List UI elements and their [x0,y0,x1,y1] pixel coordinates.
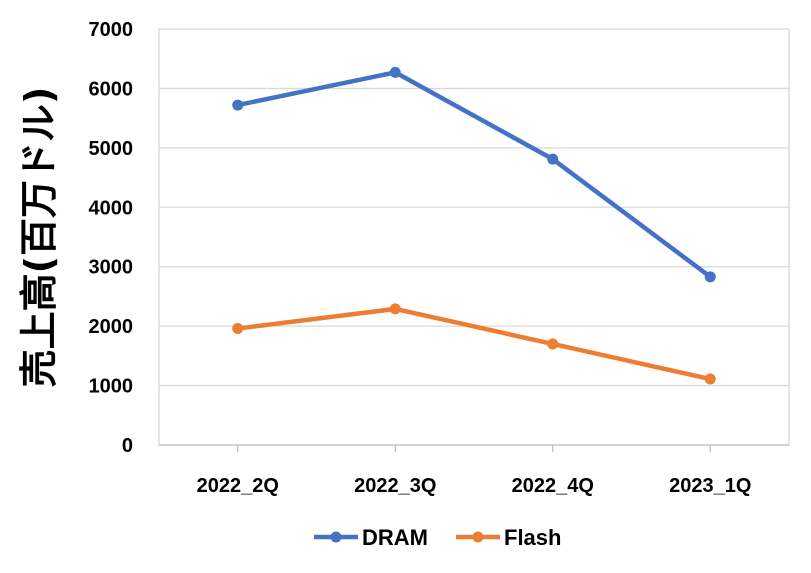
legend-marker [330,531,342,543]
series-dram [232,66,716,283]
y-tick-label: 1000 [89,376,134,398]
data-point [232,323,244,335]
x-tick-label: 2022_2Q [197,475,279,497]
series-layer [232,66,716,385]
x-tick-label: 2023_1Q [669,475,751,497]
grid [158,28,790,446]
y-tick-label: 6000 [89,78,134,100]
data-point [547,338,559,350]
y-tick-label: 3000 [89,257,134,279]
data-point [704,373,716,385]
legend-item-dram: DRAM [314,525,428,550]
series-line [235,306,713,382]
data-point [389,303,401,315]
legend-marker [472,531,484,543]
y-tick-label: 4000 [89,197,134,219]
y-tick-label: 7000 [89,19,134,41]
y-tick-label: 0 [122,435,133,457]
x-tick-label: 2022_3Q [354,475,436,497]
legend: DRAM Flash [314,525,561,550]
data-point [389,66,401,78]
data-point [232,99,244,111]
data-point [547,153,559,165]
y-tick-label: 2000 [89,316,134,338]
plot-area-border [158,28,790,446]
x-axis: 2022_2Q 2022_3Q 2022_4Q 2023_1Q [159,444,789,497]
series-line [235,70,713,280]
legend-item-flash: Flash [456,525,561,550]
legend-label: DRAM [362,525,428,550]
legend-label: Flash [504,525,561,550]
y-axis-ticks: 0 1000 2000 3000 4000 5000 6000 7000 [89,19,134,457]
data-point [704,271,716,283]
series-flash [232,303,716,385]
x-tick-label: 2022_4Q [512,475,594,497]
y-axis-label: 売上高(百万ドル) [17,87,61,388]
y-tick-label: 5000 [89,138,134,160]
